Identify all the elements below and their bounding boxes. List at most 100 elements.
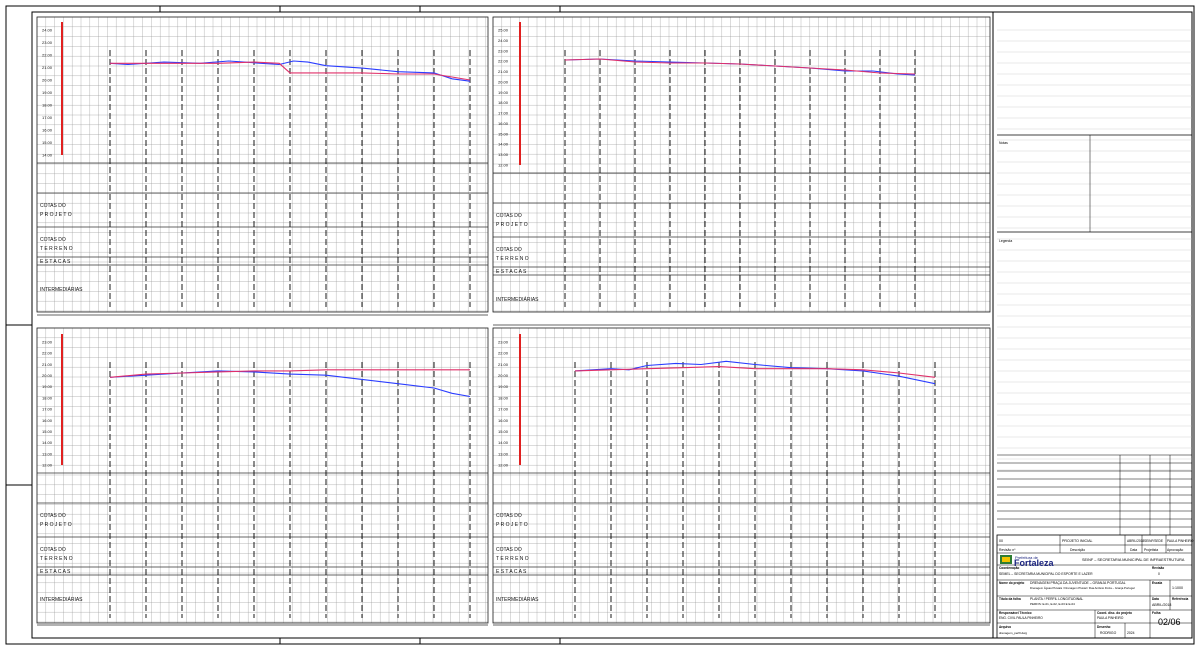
referencia-label: Referência — [1172, 597, 1189, 601]
label-cotas-projeto: COTAS DO — [496, 213, 522, 219]
label-projeto: P R O J E T O — [40, 522, 72, 528]
coordenacao-value: SEMEL – SECRETARIA MUNICIPAL DO ESPORTE … — [999, 572, 1093, 576]
label-intermediarias: INTERMEDIÁRIAS — [40, 596, 83, 603]
revision-header-designer: Projetista — [1144, 548, 1158, 552]
label-projeto: P R O J E T O — [496, 222, 528, 228]
elevation-tick-label: 17.00 — [498, 407, 509, 412]
elevation-tick-label: 20.00 — [42, 78, 53, 83]
elevation-tick-label: 23.00 — [42, 340, 53, 345]
label-terreno: T E R R E N O — [496, 556, 529, 562]
arquivo-label: Arquivo — [999, 625, 1011, 629]
elevation-tick-label: 21.00 — [42, 65, 53, 70]
title-block: 00 PROJETO INICIAL ABRIL/2018 SEINF/SEDE… — [996, 534, 1194, 639]
elevation-tick-label: 15.00 — [42, 429, 53, 434]
label-estacas: E S T A C A S — [496, 569, 527, 575]
elevation-tick-label: 21.00 — [498, 362, 509, 367]
elevation-tick-label: 20.00 — [42, 373, 53, 378]
revision-header-approval: Aprovação — [1167, 548, 1183, 552]
fortaleza-logo: Prefeitura de Fortaleza — [1000, 555, 1055, 568]
desenho-value: RODRIGO — [1100, 631, 1117, 635]
escala-label: Escala — [1152, 581, 1162, 585]
label-terreno: T E R R E N O — [40, 556, 73, 562]
logo-prefeitura-text: Prefeitura de — [1015, 555, 1039, 560]
panel-frame — [36, 16, 489, 313]
elevation-tick-label: 20.00 — [498, 79, 509, 84]
titulo-sub: PERFIS: E-01, E-02, E-03 E E-04 — [1030, 602, 1075, 606]
label-estacas: E S T A C A S — [40, 569, 71, 575]
profile-grids — [36, 16, 991, 626]
elevation-tick-label: 19.00 — [498, 90, 509, 95]
label-intermediarias: INTERMEDIÁRIAS — [40, 286, 83, 293]
elevation-tick-label: 15.00 — [42, 140, 53, 145]
elevation-tick-label: 17.00 — [498, 111, 509, 116]
label-cotas-projeto: COTAS DO — [40, 513, 66, 519]
elevation-tick-label: 23.00 — [498, 48, 509, 53]
elevation-tick-label: 15.00 — [498, 131, 509, 136]
elevation-tick-label: 17.00 — [42, 115, 53, 120]
elevation-tick-labels: 24.00 23.00 22.00 21.00 20.00 19.00 18.00 17.00… — [42, 28, 509, 468]
label-terreno: T E R R E N O — [40, 246, 73, 252]
responsavel-value: ENG. CIVIL PAULA PINHEIRO — [999, 616, 1043, 620]
revision-designer: SEINF/SEDE — [1144, 539, 1163, 543]
elevation-tick-label: 24.00 — [498, 38, 509, 43]
panel-top_right — [492, 16, 991, 326]
profile-lines — [109, 58, 936, 398]
design-profile-line — [109, 369, 470, 378]
elevation-tick-label: 21.00 — [42, 362, 53, 367]
elevation-tick-label: 23.00 — [42, 40, 53, 45]
design-profile-line — [110, 61, 471, 81]
folha-label: Folha — [1152, 611, 1161, 615]
label-cotas-projeto: COTAS DO — [496, 513, 522, 519]
revisao-value: 0 — [1158, 572, 1160, 576]
elevation-tick-label: 22.00 — [42, 53, 53, 58]
elevation-tick-label: 14.00 — [42, 153, 53, 158]
revision-date: ABRIL/2018 — [1127, 539, 1144, 543]
elevation-tick-label: 18.00 — [42, 395, 53, 400]
elevation-tick-label: 18.00 — [42, 103, 53, 108]
revision-description: PROJETO INICIAL — [1062, 539, 1093, 543]
arquivo-value: drenagem_perfil.dwg — [999, 631, 1027, 635]
label-cotas-projeto: COTAS DO — [40, 203, 66, 209]
elevation-tick-label: 22.00 — [42, 351, 53, 356]
revision-header-description: Descrição — [1070, 548, 1085, 552]
titulo-value: PLANTA / PERFIL LONGITUDINAL — [1030, 597, 1083, 601]
panel-top_left — [36, 16, 489, 316]
label-cotas-terreno: COTAS DO — [40, 237, 66, 243]
panel-frame — [36, 327, 489, 624]
referencia-value: 2024 — [1127, 631, 1135, 635]
panel-frame — [492, 16, 991, 313]
projeto-sub: Drenagem Águas Pluviais / Drenagem Pluvi… — [1030, 586, 1135, 590]
logo-fortaleza-text: Fortaleza — [1014, 558, 1055, 568]
elevation-tick-label: 22.00 — [498, 59, 509, 64]
folha-value: 02/06 — [1158, 617, 1181, 627]
legend-label: Legenda — [999, 239, 1012, 243]
elevation-tick-label: 18.00 — [498, 100, 509, 105]
revision-number: 00 — [999, 539, 1003, 543]
elevation-tick-label: 16.00 — [498, 121, 509, 126]
elevation-tick-label: 23.00 — [498, 340, 509, 345]
projeto-label: Nome do projeto — [999, 581, 1024, 585]
elevation-tick-label: 22.00 — [498, 351, 509, 356]
terrain-profile-line — [109, 60, 471, 82]
elevation-tick-label: 17.00 — [42, 407, 53, 412]
label-intermediarias: INTERMEDIÁRIAS — [496, 596, 539, 603]
elevation-tick-label: 13.00 — [42, 451, 53, 456]
titulo-label: Título da folha — [999, 597, 1021, 601]
escala-value: 1:1000 — [1172, 586, 1183, 590]
elevation-tick-label: 14.00 — [42, 440, 53, 445]
data-label: Data — [1152, 597, 1159, 601]
coord-disc-value: PAULA PINHEIRO — [1097, 616, 1124, 620]
elevation-tick-label: 18.00 — [498, 395, 509, 400]
panel-bottom_right — [492, 327, 991, 626]
label-estacas: E S T A C A S — [40, 259, 71, 265]
elevation-tick-label: 12.00 — [498, 163, 509, 168]
projeto-value: DRENAGEM PRAÇA DA JUVENTUDE – GRANJA POR… — [1030, 581, 1126, 585]
elevation-tick-label: 21.00 — [498, 69, 509, 74]
panel-bottom_left — [36, 327, 489, 626]
revision-header-number: Revisão nº — [999, 548, 1016, 552]
revision-header-date: Data — [1130, 548, 1137, 552]
profile-band-labels: COTAS DO P R O J E T O COTAS DO T E R R E N… — [40, 203, 539, 603]
desenho-label: Desenho — [1097, 625, 1111, 629]
elevation-tick-label: 13.00 — [498, 451, 509, 456]
